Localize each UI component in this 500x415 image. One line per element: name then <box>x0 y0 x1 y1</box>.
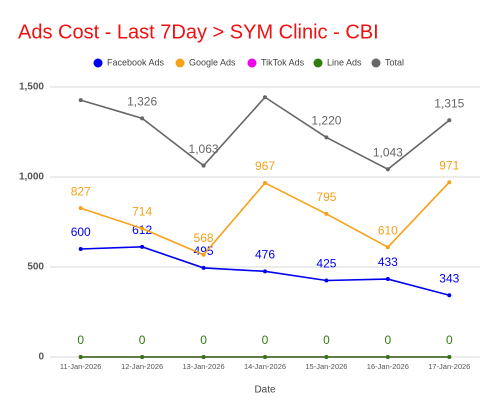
x-tick-label: 17-Jan-2026 <box>428 362 470 371</box>
legend-label: TikTok Ads <box>261 57 305 67</box>
y-tick-label: 0 <box>38 352 44 363</box>
data-label: 0 <box>77 333 84 347</box>
data-label: 425 <box>316 257 336 271</box>
data-point <box>78 355 83 359</box>
data-point <box>324 135 329 140</box>
data-point <box>447 180 452 185</box>
data-point <box>263 355 267 359</box>
data-label: 1,220 <box>311 114 341 128</box>
data-point <box>447 118 452 123</box>
legend-label: Total <box>385 57 404 67</box>
data-point <box>263 95 267 100</box>
data-point <box>201 252 206 257</box>
data-point <box>263 269 267 274</box>
x-tick-label: 12-Jan-2026 <box>121 362 163 371</box>
data-label: 1,063 <box>189 142 219 156</box>
legend-swatch <box>371 58 381 68</box>
data-label: 0 <box>139 333 146 347</box>
data-point <box>140 244 145 249</box>
data-label: 0 <box>385 333 392 347</box>
legend-label: Line Ads <box>327 57 362 67</box>
data-point <box>201 163 206 168</box>
data-label: 971 <box>439 158 459 172</box>
legend-swatch <box>247 58 257 68</box>
data-point <box>78 98 83 103</box>
data-point <box>140 116 145 121</box>
y-tick-label: 500 <box>27 262 44 273</box>
data-label: 1,315 <box>434 96 464 110</box>
chart-title: Ads Cost - Last 7Day > SYM Clinic - CBI <box>18 21 379 43</box>
legend-label: Facebook Ads <box>107 57 165 67</box>
x-tick-label: 13-Jan-2026 <box>183 362 225 371</box>
x-tick-label: 11-Jan-2026 <box>60 362 102 371</box>
data-label: 795 <box>316 190 336 204</box>
data-point <box>324 278 329 283</box>
data-point <box>78 206 83 211</box>
data-point <box>385 245 390 250</box>
x-tick-label: 15-Jan-2026 <box>305 362 347 371</box>
data-label: 433 <box>378 255 398 269</box>
data-point <box>447 355 452 359</box>
data-point <box>263 180 267 185</box>
data-label: 0 <box>323 333 330 347</box>
data-point <box>324 211 329 216</box>
data-label: 0 <box>446 333 453 347</box>
legend-swatch <box>175 58 185 68</box>
data-label: 1,043 <box>373 145 403 159</box>
data-label: 0 <box>200 333 207 347</box>
x-tick-label: 16-Jan-2026 <box>367 362 409 371</box>
data-point <box>385 167 390 172</box>
x-axis-label: Date <box>254 385 276 396</box>
data-label: 1,326 <box>127 94 157 108</box>
y-tick-label: 1,500 <box>19 82 44 93</box>
y-tick-label: 1,000 <box>19 172 44 183</box>
data-label: 827 <box>71 184 91 198</box>
data-point <box>447 293 452 298</box>
legend-swatch <box>93 58 103 68</box>
data-label: 476 <box>255 247 275 261</box>
data-label: 610 <box>378 223 398 237</box>
legend-label: Google Ads <box>189 57 236 67</box>
data-label: 600 <box>71 225 91 239</box>
data-point <box>385 277 390 282</box>
data-label: 568 <box>194 231 214 245</box>
data-label: 343 <box>439 271 459 285</box>
data-point <box>385 355 390 359</box>
data-point <box>324 355 329 359</box>
x-tick-label: 14-Jan-2026 <box>244 362 286 371</box>
data-point <box>201 265 206 270</box>
data-label: 714 <box>132 205 152 219</box>
data-label: 0 <box>262 333 269 347</box>
data-label: 967 <box>255 159 275 173</box>
data-point <box>78 247 83 251</box>
legend-swatch <box>313 58 323 68</box>
data-point <box>140 355 145 359</box>
data-point <box>201 355 206 359</box>
data-point <box>140 226 145 231</box>
